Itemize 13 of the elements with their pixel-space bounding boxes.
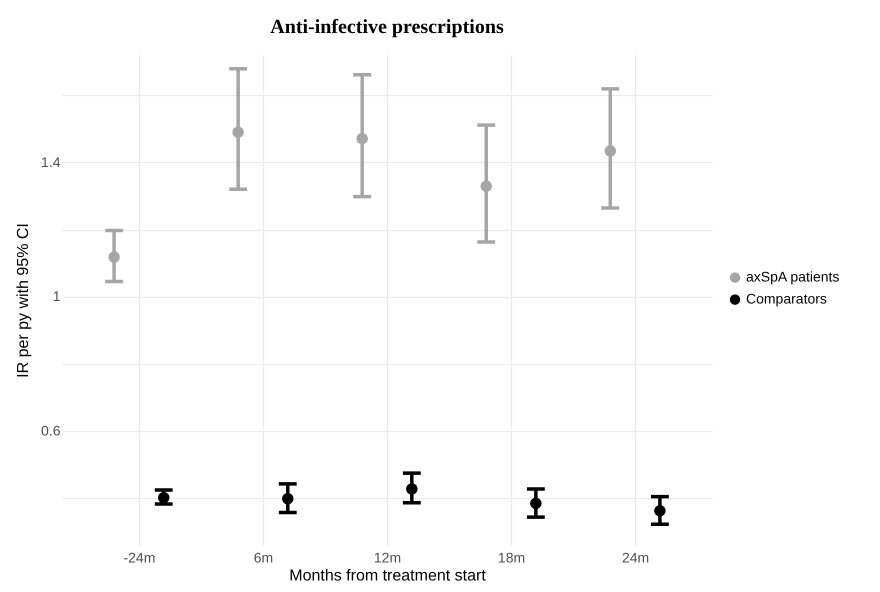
legend-label: Comparators [746,290,827,307]
y-tick-label: 1 [52,288,61,304]
x-tick-label: 12m [374,550,402,566]
y-tick-label: 0.6 [41,422,61,438]
x-tick-label: 6m [254,550,274,566]
x-axis-title: Months from treatment start [289,568,486,584]
x-tick-label: 24m [622,550,650,566]
chart-title: Anti-infective prescriptions [270,16,504,38]
x-tick-label: -24m [123,550,156,566]
y-tick-label: 1.4 [41,154,61,170]
y-axis-title: IR per py with 95% CI [15,223,32,378]
legend-label: axSpA patients [746,268,840,285]
x-tick-label: 18m [498,550,526,566]
